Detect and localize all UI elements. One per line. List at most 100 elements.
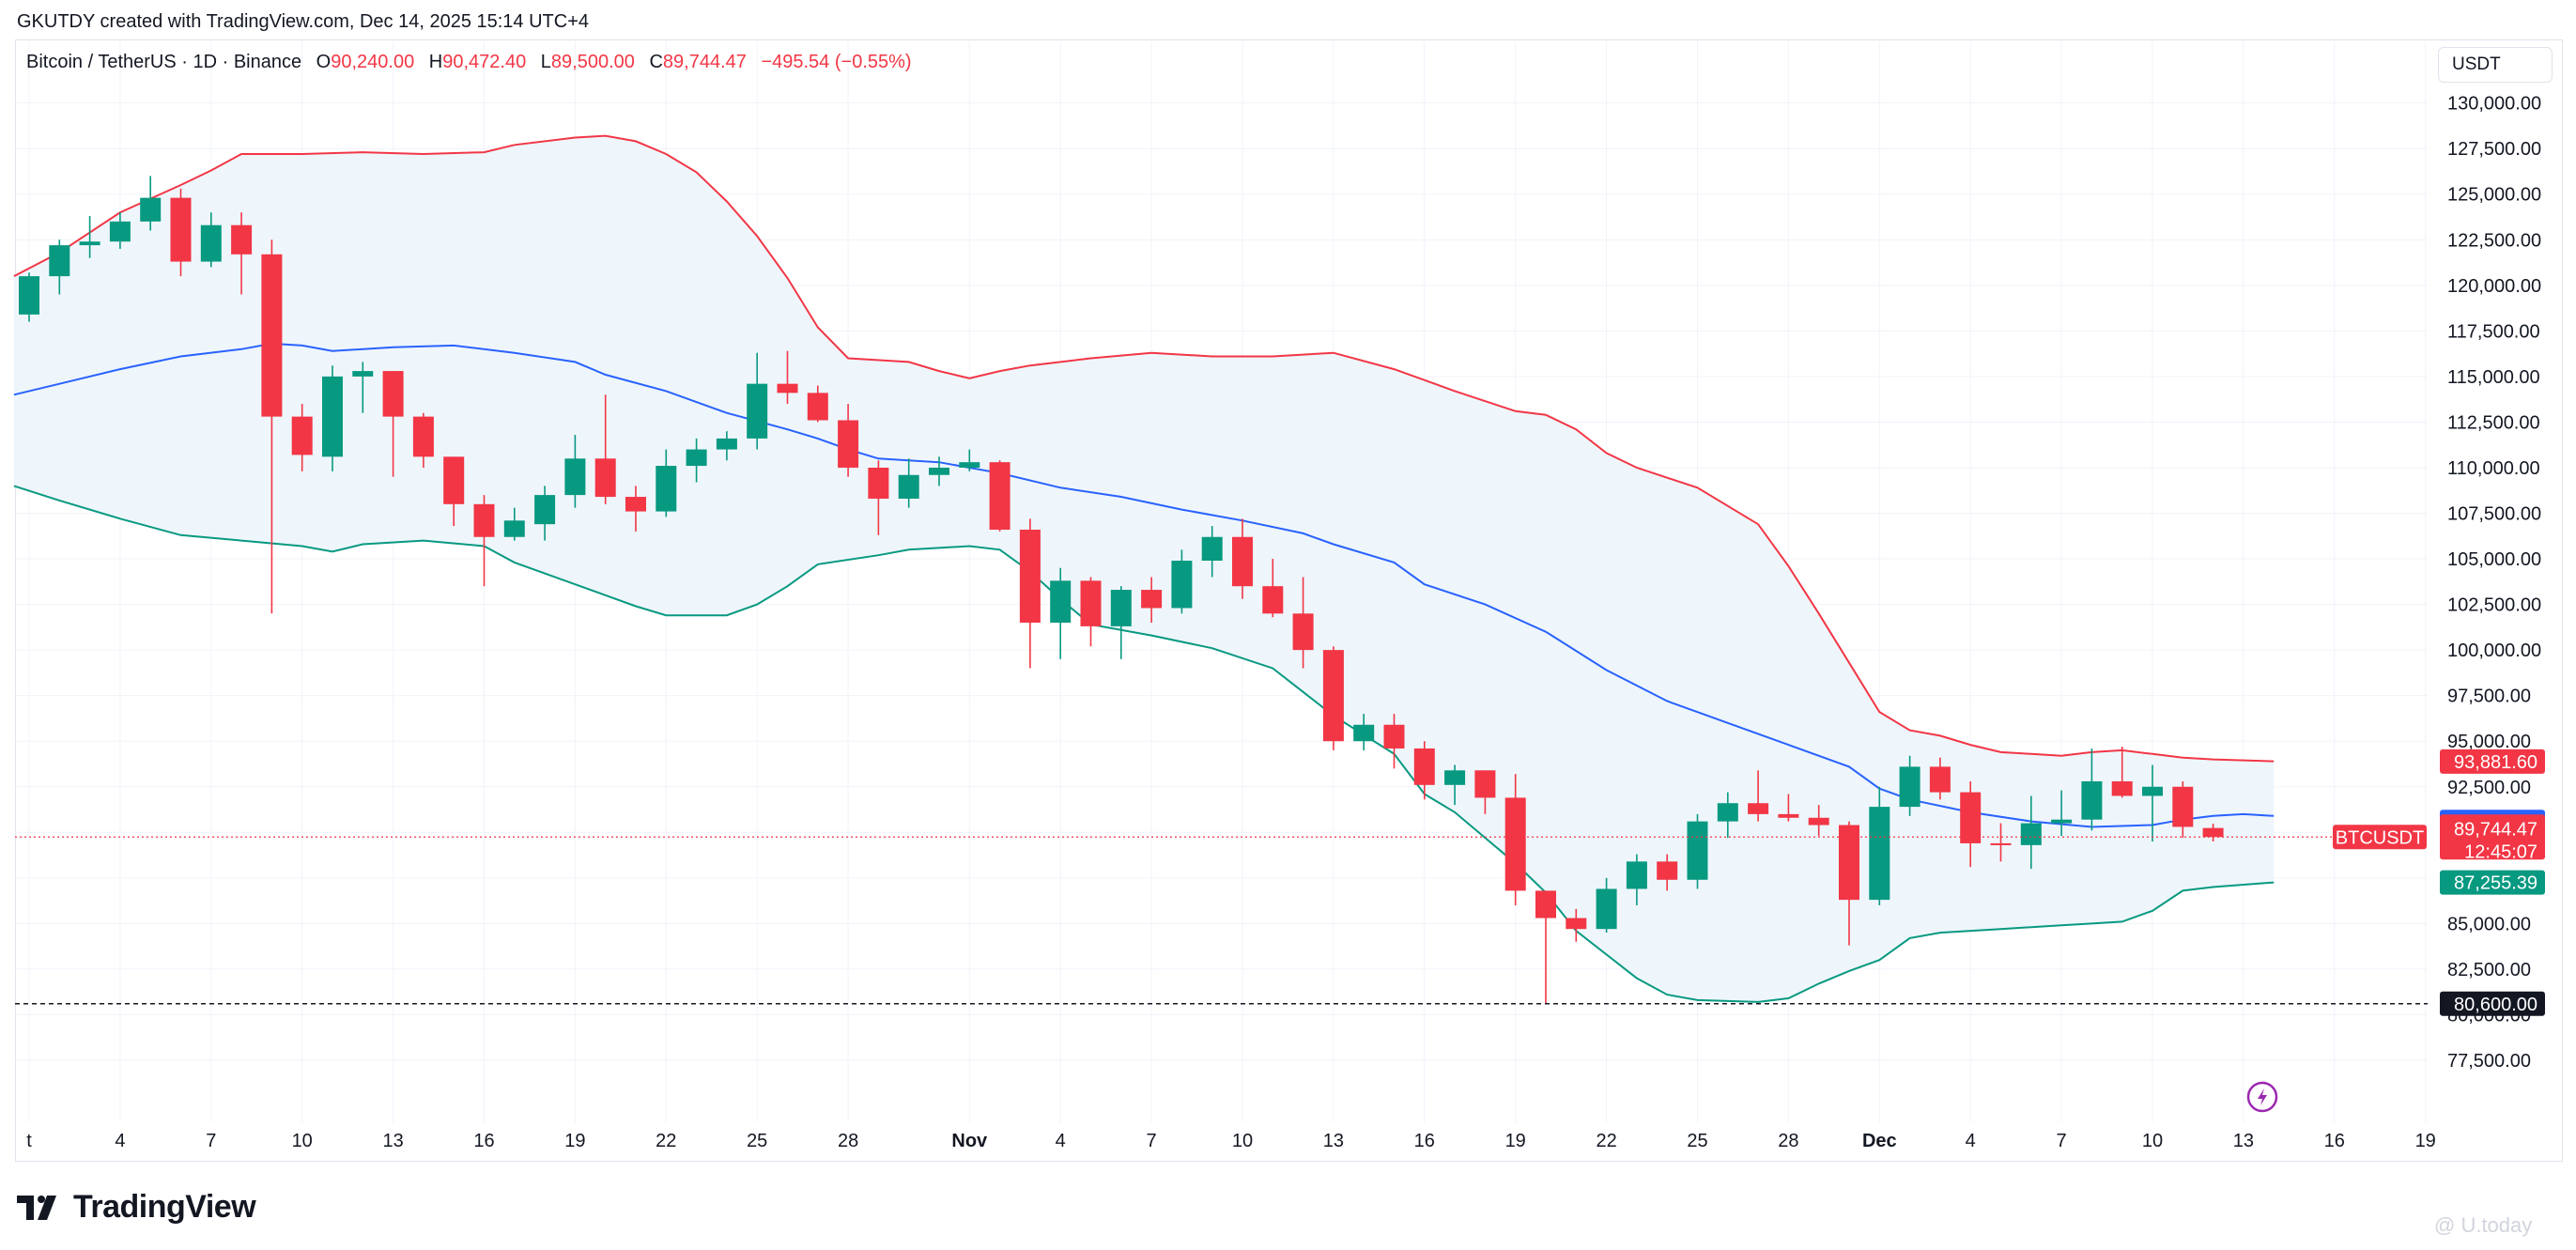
candle[interactable]: [1717, 792, 1738, 839]
currency-selector[interactable]: USDT: [2438, 47, 2553, 83]
candle-body: [2111, 780, 2133, 796]
candle[interactable]: [959, 449, 980, 471]
time-axis[interactable]: t 4 7 10 13 16 19 22 25 28 Nov 4 7 10 13 16 19 22 25 28 Dec 4…: [26, 1131, 2436, 1151]
candle[interactable]: [1353, 714, 1375, 750]
candle[interactable]: [1626, 854, 1647, 905]
candle[interactable]: [594, 394, 616, 504]
alert-icon[interactable]: [2246, 1081, 2278, 1113]
price-axis[interactable]: 77,500.0080,000.0082,500.0085,000.0087,5…: [2447, 94, 2541, 1072]
candle[interactable]: [1474, 770, 1496, 814]
candle[interactable]: [140, 176, 162, 231]
candle[interactable]: [322, 365, 343, 471]
candle[interactable]: [1748, 770, 1769, 822]
candle[interactable]: [1869, 786, 1890, 905]
candle[interactable]: [1808, 805, 1829, 837]
candle[interactable]: [443, 456, 465, 527]
candle[interactable]: [838, 404, 859, 477]
candle[interactable]: [291, 404, 313, 471]
candle[interactable]: [1899, 755, 1920, 816]
candle[interactable]: [1019, 518, 1041, 669]
y-tick-label: 82,500.00: [2447, 960, 2531, 980]
candle[interactable]: [868, 460, 889, 535]
candle[interactable]: [49, 239, 70, 295]
candle[interactable]: [2051, 790, 2073, 837]
candle[interactable]: [989, 460, 1010, 532]
candle[interactable]: [1566, 908, 1587, 942]
candle[interactable]: [79, 216, 100, 258]
candle[interactable]: [1413, 741, 1435, 800]
candle-body: [2020, 823, 2042, 845]
candle[interactable]: [1050, 567, 1072, 659]
candle[interactable]: [412, 412, 434, 468]
candle-body: [747, 383, 768, 439]
candle-body: [929, 467, 949, 475]
candle[interactable]: [1322, 646, 1344, 750]
candle[interactable]: [1201, 526, 1223, 578]
candle[interactable]: [261, 239, 283, 614]
candle[interactable]: [777, 350, 798, 405]
candle[interactable]: [1504, 774, 1526, 905]
candle[interactable]: [170, 188, 192, 277]
y-tick-label: 92,500.00: [2447, 778, 2531, 798]
candle[interactable]: [625, 486, 646, 532]
last-price-tag-bg: [2440, 814, 2545, 860]
candle[interactable]: [1535, 890, 1556, 1004]
candle[interactable]: [473, 495, 495, 587]
candle[interactable]: [2142, 764, 2163, 842]
candle[interactable]: [382, 371, 404, 477]
candle-body: [1748, 803, 1769, 814]
candle[interactable]: [1990, 823, 2012, 862]
candle[interactable]: [747, 352, 768, 450]
candle[interactable]: [1839, 821, 1859, 946]
symbol-title[interactable]: Bitcoin / TetherUS · 1D · Binance: [26, 52, 302, 72]
candle[interactable]: [564, 435, 586, 508]
candle[interactable]: [1687, 813, 1708, 889]
candle[interactable]: [716, 431, 737, 461]
x-tick-label: 28: [1778, 1131, 1798, 1151]
candle[interactable]: [1596, 877, 1617, 934]
candle[interactable]: [807, 385, 828, 423]
y-tick-label: 127,500.00: [2447, 139, 2541, 160]
candle[interactable]: [929, 456, 949, 486]
candle[interactable]: [898, 458, 919, 508]
last-price-tag-text: 89,744.47: [2454, 819, 2537, 840]
candle[interactable]: [1292, 577, 1314, 669]
candle[interactable]: [2081, 748, 2103, 831]
candle[interactable]: [1383, 714, 1405, 769]
x-tick-label: 19: [564, 1131, 585, 1151]
candle[interactable]: [503, 507, 525, 541]
candle[interactable]: [200, 212, 222, 268]
candle[interactable]: [1232, 518, 1253, 599]
candle[interactable]: [352, 362, 374, 413]
candle[interactable]: [656, 449, 677, 517]
candle[interactable]: [686, 438, 707, 483]
close-value: 89,744.47: [662, 52, 747, 72]
candle[interactable]: [1080, 577, 1102, 647]
candle[interactable]: [1778, 794, 1799, 822]
candle[interactable]: [1960, 780, 1982, 868]
y-tick-label: 130,000.00: [2447, 94, 2541, 115]
high-label: H: [428, 52, 443, 72]
candle[interactable]: [2020, 795, 2042, 870]
candle[interactable]: [2202, 824, 2224, 842]
candle[interactable]: [109, 212, 131, 249]
candle-body: [656, 466, 677, 512]
candle[interactable]: [1262, 559, 1284, 618]
candle[interactable]: [1929, 757, 1951, 800]
candle[interactable]: [534, 486, 556, 541]
candle[interactable]: [2111, 747, 2133, 798]
candle[interactable]: [19, 272, 39, 322]
candle[interactable]: [231, 212, 253, 295]
candle[interactable]: [1444, 764, 1466, 806]
candle[interactable]: [1171, 549, 1193, 614]
bollinger-upper-line: [13, 134, 2275, 763]
x-tick-label: 19: [1505, 1131, 1526, 1151]
candle[interactable]: [1141, 577, 1163, 624]
y-tick-label: 110,000.00: [2447, 458, 2540, 479]
candle[interactable]: [1110, 586, 1132, 659]
candle[interactable]: [1657, 854, 1678, 891]
candle-body: [1717, 803, 1738, 822]
y-tick-label: 100,000.00: [2447, 640, 2541, 661]
candle[interactable]: [2172, 780, 2194, 839]
